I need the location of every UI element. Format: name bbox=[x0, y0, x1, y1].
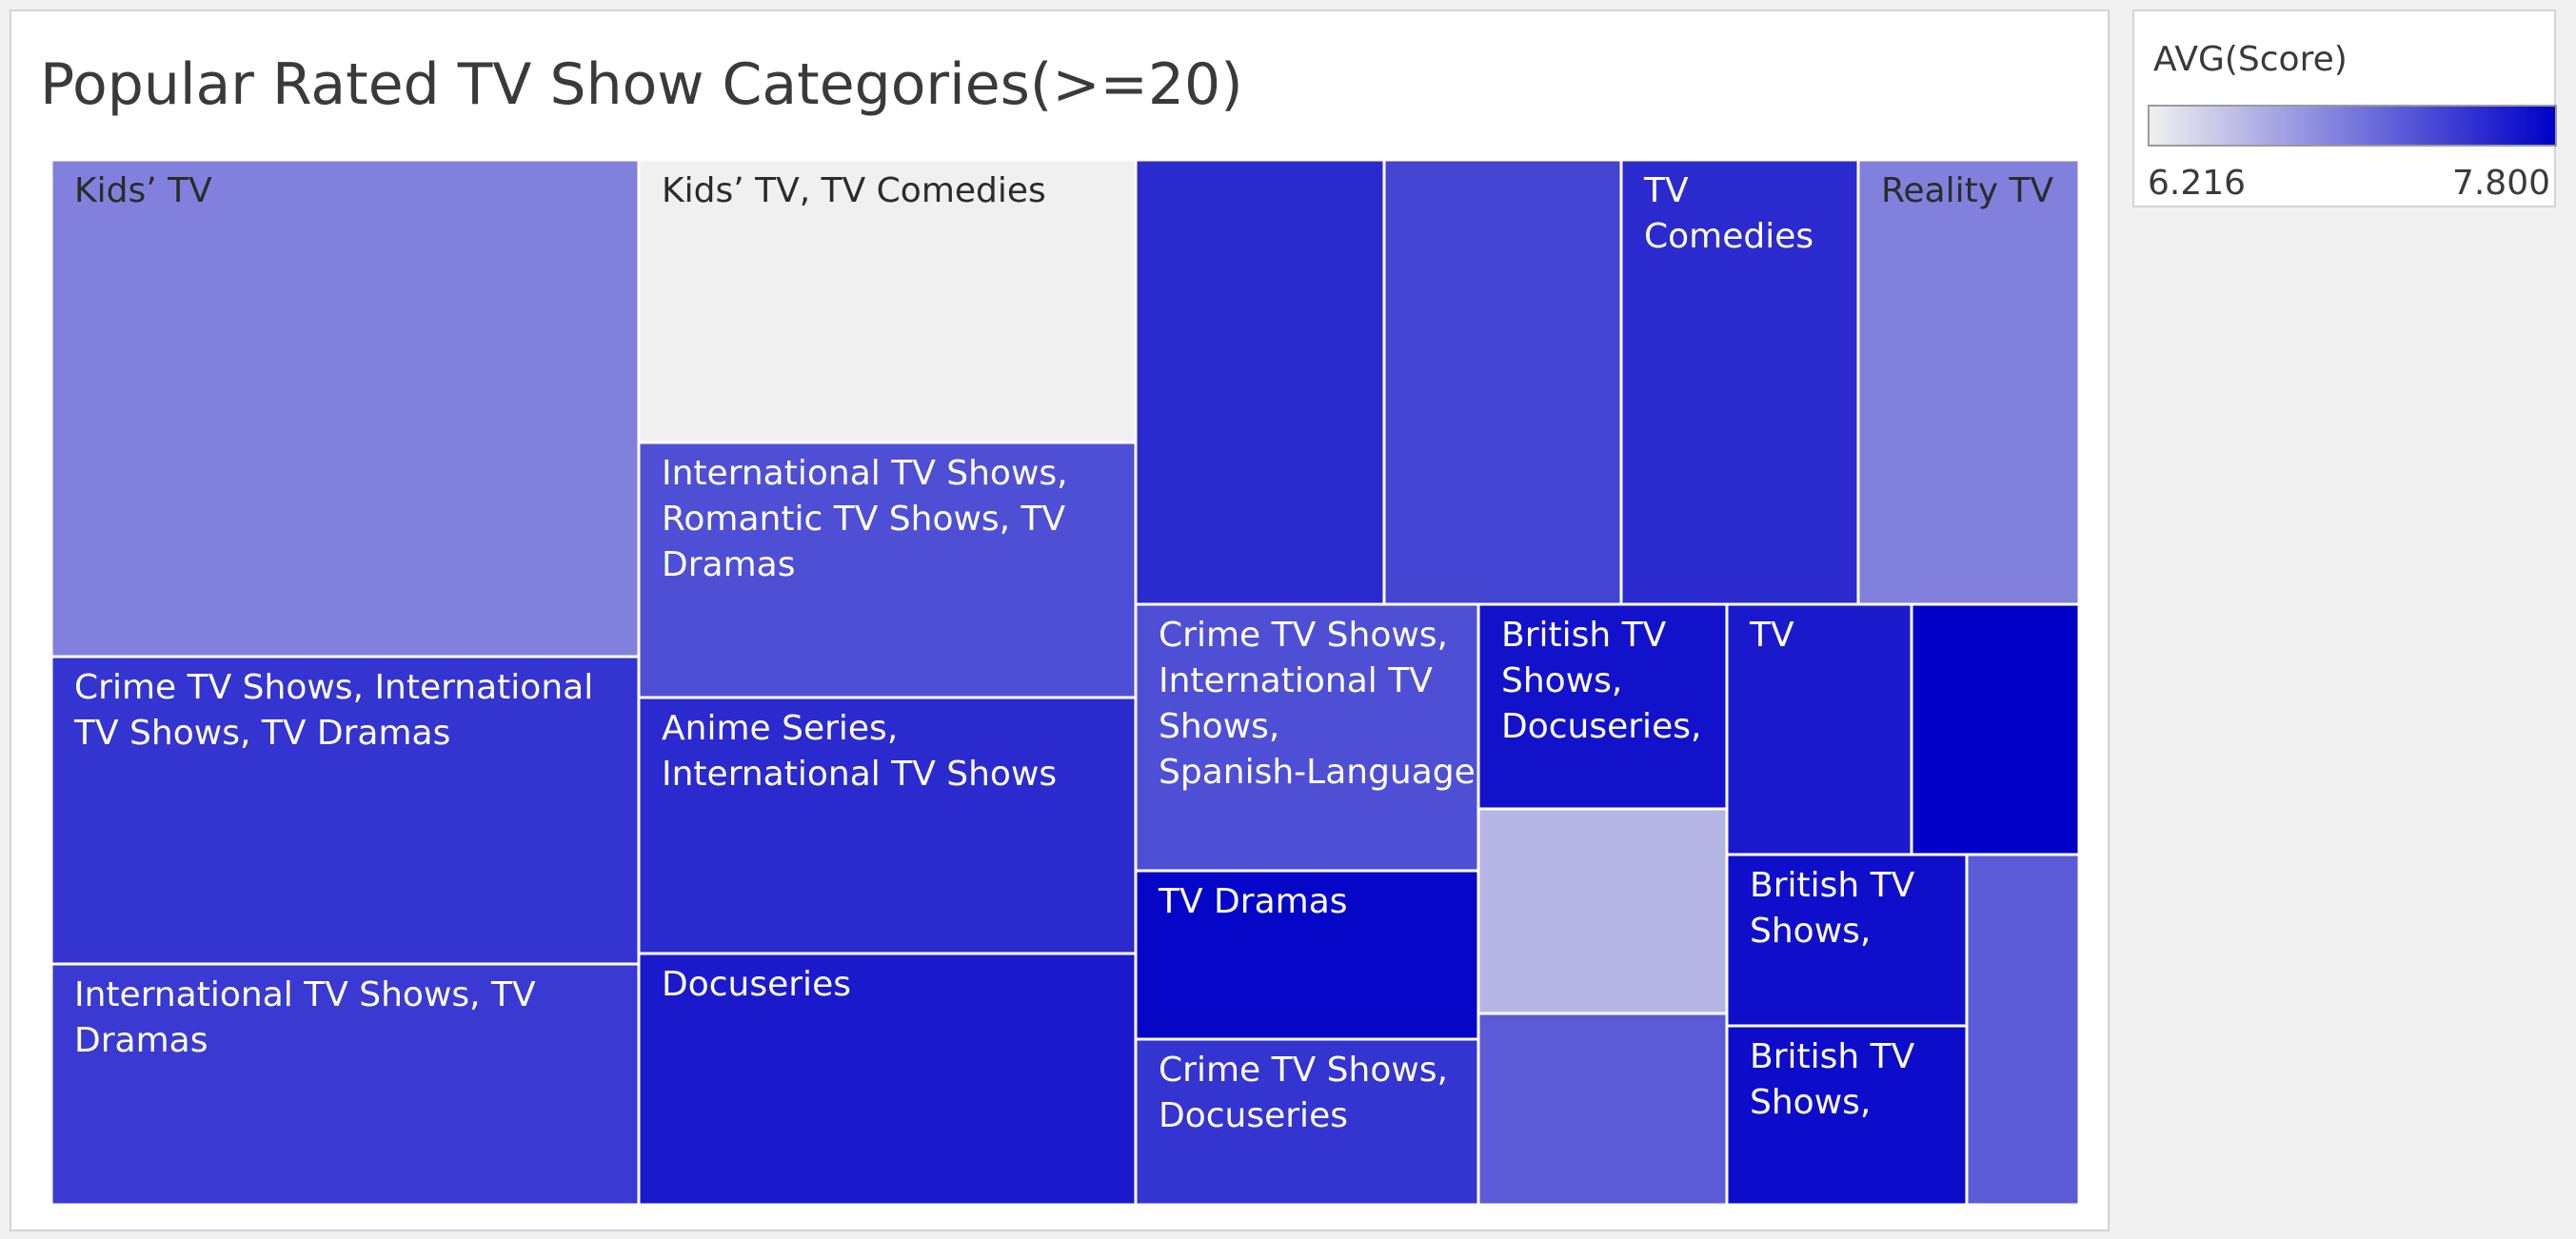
legend-gradient-bar bbox=[2148, 105, 2557, 147]
treemap-cell-label: Reality TV bbox=[1881, 171, 2053, 210]
legend-max-label: 7.800 bbox=[2451, 164, 2550, 203]
treemap-cell-label: Crime TV Shows, International TV Shows, T… bbox=[73, 668, 593, 753]
treemap-cell-label: International TV Shows, TV Dramas bbox=[74, 975, 536, 1060]
treemap-cell[interactable]: British TV Shows, Docuseries, bbox=[1476, 602, 1729, 811]
treemap-cell-rect[interactable] bbox=[50, 962, 641, 1207]
treemap-cell-rect[interactable] bbox=[50, 655, 641, 966]
treemap-cell-label: Kids’ TV, TV Comedies bbox=[662, 171, 1046, 210]
treemap-cell-rect[interactable] bbox=[637, 158, 1138, 444]
treemap-cell[interactable]: International TV Shows, TV Dramas bbox=[50, 962, 641, 1207]
treemap-cell[interactable]: International TV Shows, Romantic TV Shows… bbox=[637, 441, 1138, 699]
treemap-cell-rect[interactable] bbox=[1134, 1037, 1480, 1207]
legend-title: AVG(Score) bbox=[2153, 40, 2348, 79]
treemap-cell[interactable]: TV Dramas bbox=[1134, 869, 1480, 1041]
treemap-cell[interactable]: Kids’ TV bbox=[50, 158, 641, 659]
treemap-cell[interactable]: Docuseries bbox=[637, 952, 1138, 1207]
treemap-cell-label: International TV Shows, Romantic TV Shows… bbox=[662, 454, 1068, 584]
treemap-cell[interactable]: TV bbox=[1725, 602, 1913, 856]
treemap-cell-rect[interactable] bbox=[1134, 869, 1480, 1041]
treemap-cell-label: Docuseries bbox=[662, 965, 851, 1004]
treemap-cell-rect[interactable] bbox=[1856, 158, 2081, 606]
treemap-cell-label: Crime TV Shows, International TV Shows, Spa… bbox=[1159, 616, 1476, 792]
treemap-cell-rect[interactable] bbox=[637, 441, 1138, 699]
treemap-cell-rect[interactable] bbox=[1134, 602, 1480, 873]
treemap-cell[interactable]: British TV Shows, bbox=[1725, 1024, 1969, 1207]
treemap-cell[interactable]: TV Comedies bbox=[1619, 158, 1860, 606]
chart-panel: Popular Rated TV Show Categories(>=20) K… bbox=[10, 10, 2110, 1231]
treemap-cell-label: TV bbox=[1749, 616, 1794, 655]
treemap-cell-rect[interactable] bbox=[637, 952, 1138, 1207]
treemap-cell[interactable]: British TV Shows, bbox=[1725, 853, 1969, 1028]
treemap-cell-label: Anime Series, International TV Shows bbox=[662, 709, 1057, 794]
treemap-cell[interactable] bbox=[1965, 853, 2081, 1207]
treemap-cell[interactable]: Crime TV Shows, Docuseries bbox=[1134, 1037, 1480, 1207]
treemap-cell-rect[interactable] bbox=[1476, 1012, 1729, 1207]
treemap-cell[interactable]: Anime Series, International TV Shows bbox=[637, 696, 1138, 955]
treemap-cell-label: Crime TV Shows, Docuseries bbox=[1159, 1051, 1448, 1135]
treemap-cell-rect[interactable] bbox=[1476, 807, 1729, 1015]
treemap-cell-label: British TV Shows, Docuseries, bbox=[1501, 616, 1701, 746]
treemap-cell-rect[interactable] bbox=[1725, 1024, 1969, 1207]
treemap-cell-label: TV Dramas bbox=[1158, 882, 1348, 921]
chart-title: Popular Rated TV Show Categories(>=20) bbox=[40, 51, 1243, 118]
treemap-cell[interactable] bbox=[1382, 158, 1623, 606]
treemap-cell-rect[interactable] bbox=[50, 158, 641, 659]
legend-min-label: 6.216 bbox=[2148, 164, 2247, 203]
treemap-cell-label: TV Comedies bbox=[1643, 171, 1813, 256]
color-legend: AVG(Score) 6.216 7.800 bbox=[2132, 10, 2557, 207]
treemap: Kids’ TV Crime TV Shows, International TV … bbox=[50, 158, 2081, 1207]
treemap-cell[interactable]: Crime TV Shows, International TV Shows, T… bbox=[50, 655, 641, 966]
treemap-cell-rect[interactable] bbox=[1910, 602, 2081, 856]
treemap-cell[interactable]: Kids’ TV, TV Comedies bbox=[637, 158, 1138, 444]
treemap-cell-rect[interactable] bbox=[1134, 158, 1386, 606]
treemap-cell[interactable]: Reality TV bbox=[1856, 158, 2081, 606]
treemap-cell-label: British TV Shows, bbox=[1750, 1037, 1915, 1122]
treemap-cell-rect[interactable] bbox=[1476, 602, 1729, 811]
treemap-cell-rect[interactable] bbox=[1725, 602, 1913, 856]
treemap-cell[interactable] bbox=[1476, 807, 1729, 1015]
treemap-cell[interactable] bbox=[1134, 158, 1386, 606]
treemap-cell[interactable]: Crime TV Shows, International TV Shows, Spa… bbox=[1134, 602, 1480, 873]
treemap-cell-label: British TV Shows, bbox=[1750, 866, 1915, 951]
treemap-cell-rect[interactable] bbox=[1382, 158, 1623, 606]
treemap-cell[interactable] bbox=[1910, 602, 2081, 856]
treemap-cell-rect[interactable] bbox=[1965, 853, 2081, 1207]
treemap-cell[interactable] bbox=[1476, 1012, 1729, 1207]
treemap-cell-label: Kids’ TV bbox=[74, 171, 212, 210]
